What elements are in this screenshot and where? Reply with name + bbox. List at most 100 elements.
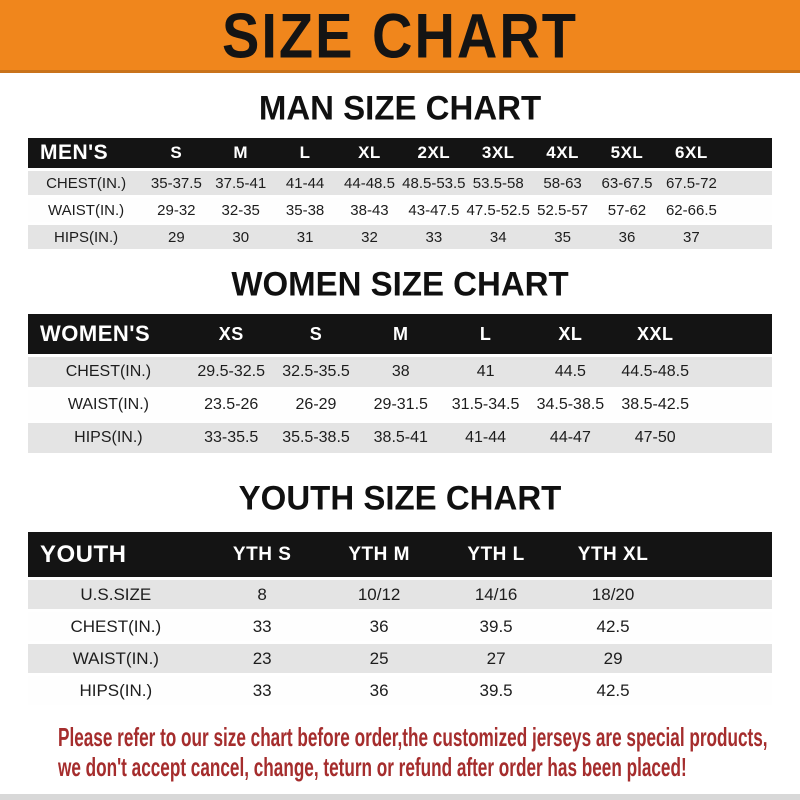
- size-value-cell: 36: [320, 612, 438, 641]
- table-title: WOMEN'S: [28, 314, 189, 354]
- table-row: WAIST(IN.) 23 25 27 29: [28, 644, 772, 673]
- size-value-cell: 29-31.5: [358, 390, 444, 420]
- size-value-cell: 37.5-41: [208, 171, 273, 195]
- men-size-table: MEN'S S M L XL 2XL 3XL 4XL 5XL 6XL CHEST(IN.) 35-37…: [28, 135, 772, 252]
- size-value-cell: 36: [320, 676, 438, 705]
- size-value-cell: 23: [203, 644, 321, 673]
- size-value-cell: 30: [208, 225, 273, 249]
- spacer-cell: [723, 198, 772, 222]
- size-value-cell: 25: [320, 644, 438, 673]
- size-value-cell: 41: [443, 357, 528, 387]
- size-column-header: L: [272, 138, 338, 168]
- women-size-chart-heading: WOMEN SIZE CHART: [231, 264, 569, 303]
- header-row: YOUTH YTH S YTH M YTH L YTH XL: [28, 532, 772, 577]
- size-value-cell: 48.5-53.5: [401, 171, 467, 195]
- size-value-cell: 57-62: [594, 198, 660, 222]
- size-chart-content: MAN SIZE CHART MEN'S S M L XL 2XL 3XL 4XL 5XL 6XL…: [0, 88, 800, 782]
- size-column-header: M: [208, 138, 273, 168]
- size-value-cell: 39.5: [437, 612, 555, 641]
- size-value-cell: 33: [401, 225, 467, 249]
- youth-size-chart-heading: YOUTH SIZE CHART: [238, 478, 562, 517]
- table-row: HIPS(IN.) 33-35.5 35.5-38.5 38.5-41 41-44 44-…: [28, 423, 772, 453]
- size-value-cell: 63-67.5: [594, 171, 660, 195]
- table-title: YOUTH: [28, 532, 204, 577]
- size-value-cell: 35-38: [272, 198, 338, 222]
- size-value-cell: 62-66.5: [659, 198, 724, 222]
- size-column-header: XXL: [612, 314, 698, 354]
- header-row: MEN'S S M L XL 2XL 3XL 4XL 5XL 6XL: [28, 138, 772, 168]
- size-value-cell: 53.5-58: [466, 171, 531, 195]
- size-value-cell: 33: [203, 676, 321, 705]
- row-label: CHEST(IN.): [28, 171, 145, 195]
- row-label: U.S.SIZE: [28, 580, 204, 609]
- size-value-cell: 47-50: [612, 423, 698, 453]
- size-column-header: 3XL: [466, 138, 531, 168]
- spacer-cell: [671, 676, 772, 705]
- man-size-chart-heading: MAN SIZE CHART: [258, 88, 542, 127]
- row-label: HIPS(IN.): [28, 423, 189, 453]
- size-value-cell: 41-44: [443, 423, 528, 453]
- size-value-cell: 44-47: [527, 423, 613, 453]
- size-value-cell: 33-35.5: [188, 423, 274, 453]
- size-column-header: 5XL: [594, 138, 660, 168]
- size-value-cell: 43-47.5: [401, 198, 467, 222]
- size-column-header: 6XL: [659, 138, 724, 168]
- spacer-cell: [697, 390, 772, 420]
- size-chart-banner: SIZE CHART: [0, 0, 800, 73]
- size-column-header: YTH XL: [554, 532, 672, 577]
- size-column-header: 4XL: [530, 138, 595, 168]
- size-value-cell: 29: [554, 644, 672, 673]
- women-size-table: WOMEN'S XS S M L XL XXL CHEST(IN.) 29.5-32.5 32.5…: [28, 311, 772, 456]
- table-row: U.S.SIZE 8 10/12 14/16 18/20: [28, 580, 772, 609]
- spacer-cell: [723, 171, 772, 195]
- size-value-cell: 38-43: [337, 198, 402, 222]
- row-label: CHEST(IN.): [28, 612, 204, 641]
- table-row: CHEST(IN.) 35-37.5 37.5-41 41-44 44-48.5 48.5…: [28, 171, 772, 195]
- size-value-cell: 44.5: [527, 357, 613, 387]
- size-column-header: M: [358, 314, 444, 354]
- row-label: CHEST(IN.): [28, 357, 189, 387]
- youth-size-table: YOUTH YTH S YTH M YTH L YTH XL U.S.SIZE 8 10/12…: [28, 529, 772, 708]
- size-value-cell: 34.5-38.5: [527, 390, 613, 420]
- table-row: HIPS(IN.) 33 36 39.5 42.5: [28, 676, 772, 705]
- size-value-cell: 37: [659, 225, 724, 249]
- disclaimer-text: Please refer to our size chart before or…: [58, 722, 772, 782]
- size-column-header: L: [443, 314, 528, 354]
- row-label: HIPS(IN.): [28, 225, 145, 249]
- size-column-header: XS: [188, 314, 274, 354]
- size-column-header: S: [273, 314, 359, 354]
- row-label: WAIST(IN.): [28, 644, 204, 673]
- size-column-header: 2XL: [401, 138, 467, 168]
- table-row: CHEST(IN.) 33 36 39.5 42.5: [28, 612, 772, 641]
- spacer-cell: [671, 612, 772, 641]
- disclaimer-line-1: Please refer to our size chart before or…: [58, 722, 768, 752]
- size-value-cell: 33: [203, 612, 321, 641]
- size-value-cell: 31.5-34.5: [443, 390, 528, 420]
- size-value-cell: 44-48.5: [337, 171, 402, 195]
- row-label: HIPS(IN.): [28, 676, 204, 705]
- size-value-cell: 10/12: [320, 580, 438, 609]
- size-value-cell: 42.5: [554, 612, 672, 641]
- table-row: HIPS(IN.) 29 30 31 32 33 34 35 36 37: [28, 225, 772, 249]
- size-value-cell: 42.5: [554, 676, 672, 705]
- size-value-cell: 31: [272, 225, 338, 249]
- size-value-cell: 67.5-72: [659, 171, 724, 195]
- size-value-cell: 29-32: [144, 198, 209, 222]
- disclaimer-line-2: we don't accept cancel, change, teturn o…: [58, 752, 687, 782]
- size-value-cell: 39.5: [437, 676, 555, 705]
- size-value-cell: 52.5-57: [530, 198, 595, 222]
- row-label: WAIST(IN.): [28, 390, 189, 420]
- size-value-cell: 58-63: [530, 171, 595, 195]
- size-column-header: XL: [337, 138, 402, 168]
- size-chart-title: SIZE CHART: [222, 0, 578, 71]
- size-value-cell: 32.5-35.5: [273, 357, 359, 387]
- size-column-header: YTH M: [320, 532, 438, 577]
- size-value-cell: 35: [530, 225, 595, 249]
- size-value-cell: 27: [437, 644, 555, 673]
- size-value-cell: 38: [358, 357, 444, 387]
- size-value-cell: 41-44: [272, 171, 338, 195]
- table-row: WAIST(IN.) 23.5-26 26-29 29-31.5 31.5-34.5 34…: [28, 390, 772, 420]
- size-value-cell: 23.5-26: [188, 390, 274, 420]
- spacer-cell: [671, 532, 772, 577]
- header-row: WOMEN'S XS S M L XL XXL: [28, 314, 772, 354]
